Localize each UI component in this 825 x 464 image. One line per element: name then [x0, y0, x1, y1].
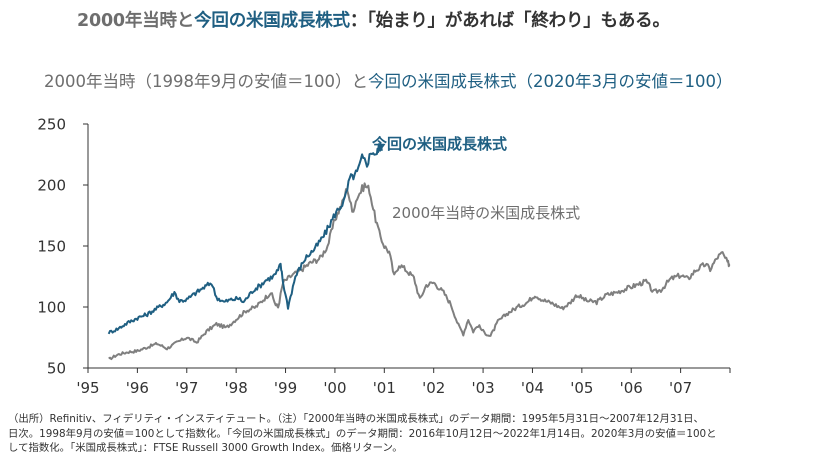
chart-subtitle: 2000年当時（1998年9月の安値＝100）と今回の米国成長株式（2020年3…: [44, 68, 732, 92]
y-tick-label: 50: [47, 360, 66, 378]
x-tick-label: '02: [422, 379, 445, 397]
title-gray-part: 2000年当時と: [77, 11, 195, 31]
x-tick-label: '95: [76, 379, 99, 397]
line-chart: 50 100 150 200 250 '95 '96 '97 '98 '99 '00 '01 '02 '0…: [37, 116, 731, 397]
source-note: （出所）Refinitiv、フィデリティ・インスティテュート。（注）「2000年…: [8, 412, 820, 456]
y-tick-label: 150: [37, 238, 66, 256]
page-title: 2000年当時と今回の米国成長株式：「始まり」があれば「終わり」もある。: [77, 7, 670, 32]
subtitle-blue-part: 今回の米国成長株式（2020年3月の安値＝100）: [367, 72, 733, 91]
source-note-line-1: （出所）Refinitiv、フィデリティ・インスティテュート。（注）「2000年…: [8, 413, 704, 425]
y-tick-label: 100: [37, 299, 66, 317]
series-label-current: 今回の米国成長株式: [371, 135, 507, 153]
x-tick-label: '07: [669, 379, 692, 397]
x-tick-label: '98: [225, 379, 248, 397]
title-dark-part: ：「始まり」があれば「終わり」もある。: [349, 11, 670, 31]
series-line-2000: [108, 182, 731, 361]
x-tick-label: '05: [570, 379, 593, 397]
title-blue-part: 今回の米国成長株式: [194, 11, 350, 31]
source-note-line-2: 日次。1998年9月の安値＝100として指数化。「今回の米国成長株式」のデータ期…: [8, 427, 717, 440]
subtitle-gray-part: 2000年当時（1998年9月の安値＝100）と: [44, 72, 368, 91]
x-tick-label: '00: [323, 379, 346, 397]
x-tick-label: '03: [471, 379, 494, 397]
y-tick-label: 200: [37, 177, 66, 195]
source-note-line-3: して指数化。「米国成長株式」：FTSE Russell 3000 Growth …: [8, 442, 403, 455]
x-tick-label: '06: [620, 379, 643, 397]
x-tick-label: '01: [373, 379, 396, 397]
x-tick-label: '04: [521, 379, 544, 397]
series-label-2000: 2000年当時の米国成長株式: [392, 204, 580, 222]
y-tick-label: 250: [37, 116, 66, 134]
series-line-current: [107, 143, 383, 335]
x-tick-label: '99: [274, 379, 297, 397]
x-tick-label: '97: [175, 379, 198, 397]
x-tick-label: '96: [126, 379, 149, 397]
